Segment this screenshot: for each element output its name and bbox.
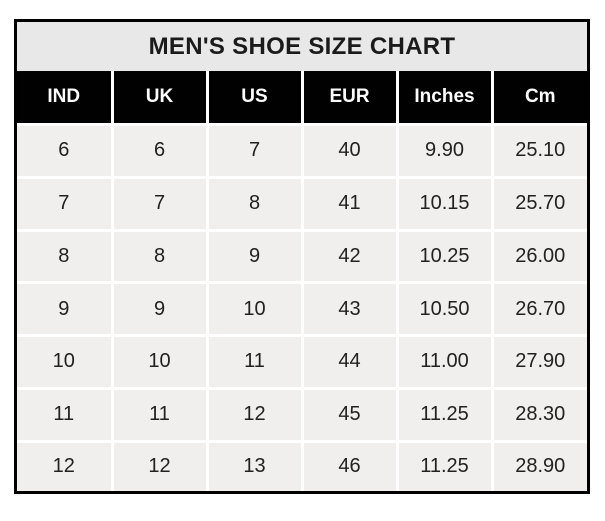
table-cell: 41 <box>300 175 399 232</box>
table-body: 6 6 7 40 9.90 25.10 7 7 8 41 10.15 25.70 8 8 9 42 10.25 2… <box>17 123 587 491</box>
table-cell: 10 <box>110 334 209 390</box>
table-cell: 11.25 <box>395 386 494 443</box>
table-cell: 10.25 <box>395 228 494 285</box>
table-cell: 44 <box>300 334 399 390</box>
table-cell: 11.25 <box>395 439 494 491</box>
table-cell: 11 <box>110 386 209 443</box>
shoe-size-chart: MEN'S SHOE SIZE CHART IND UK US EUR Inches Cm… <box>14 19 590 494</box>
table-header: IND UK US EUR Inches Cm <box>17 71 587 125</box>
table-cell: 11 <box>205 334 304 390</box>
column-header-cm: Cm <box>490 71 587 125</box>
table-cell: 11.00 <box>395 334 494 390</box>
table-cell: 9 <box>205 228 304 285</box>
column-header-inches: Inches <box>395 71 494 125</box>
table-cell: 28.90 <box>490 439 587 491</box>
table-cell: 26.70 <box>490 281 587 337</box>
column-header-ind: IND <box>17 71 114 125</box>
table-cell: 12 <box>17 439 114 491</box>
table-cell: 6 <box>110 123 209 179</box>
table-cell: 7 <box>17 175 114 232</box>
table-cell: 25.70 <box>490 175 587 232</box>
table-row: 12 12 13 46 11.25 28.90 <box>17 439 587 491</box>
table-cell: 12 <box>205 386 304 443</box>
table-cell: 43 <box>300 281 399 337</box>
table-cell: 11 <box>17 386 114 443</box>
table-row: 10 10 11 44 11.00 27.90 <box>17 334 587 390</box>
column-header-us: US <box>205 71 304 125</box>
table-cell: 8 <box>205 175 304 232</box>
table-cell: 45 <box>300 386 399 443</box>
table-cell: 8 <box>17 228 114 285</box>
size-table: IND UK US EUR Inches Cm 6 6 7 40 9.90 25.10 7 7 8 41 10… <box>17 71 587 491</box>
table-cell: 10.50 <box>395 281 494 337</box>
table-row: 6 6 7 40 9.90 25.10 <box>17 123 587 179</box>
table-cell: 7 <box>205 123 304 179</box>
table-cell: 42 <box>300 228 399 285</box>
column-header-eur: EUR <box>300 71 399 125</box>
table-cell: 40 <box>300 123 399 179</box>
table-cell: 10 <box>205 281 304 337</box>
table-row: 8 8 9 42 10.25 26.00 <box>17 228 587 285</box>
table-cell: 46 <box>300 439 399 491</box>
table-cell: 12 <box>110 439 209 491</box>
table-cell: 9 <box>17 281 114 337</box>
table-row: 9 9 10 43 10.50 26.70 <box>17 281 587 337</box>
table-cell: 9 <box>110 281 209 337</box>
chart-title: MEN'S SHOE SIZE CHART <box>17 22 587 71</box>
table-cell: 7 <box>110 175 209 232</box>
table-cell: 10 <box>17 334 114 390</box>
table-cell: 9.90 <box>395 123 494 179</box>
table-cell: 10.15 <box>395 175 494 232</box>
column-header-uk: UK <box>110 71 209 125</box>
table-cell: 28.30 <box>490 386 587 443</box>
table-cell: 27.90 <box>490 334 587 390</box>
table-row: 7 7 8 41 10.15 25.70 <box>17 175 587 232</box>
table-cell: 13 <box>205 439 304 491</box>
table-cell: 25.10 <box>490 123 587 179</box>
table-cell: 26.00 <box>490 228 587 285</box>
table-header-row: IND UK US EUR Inches Cm <box>17 71 587 125</box>
table-row: 11 11 12 45 11.25 28.30 <box>17 386 587 443</box>
table-cell: 8 <box>110 228 209 285</box>
table-cell: 6 <box>17 123 114 179</box>
